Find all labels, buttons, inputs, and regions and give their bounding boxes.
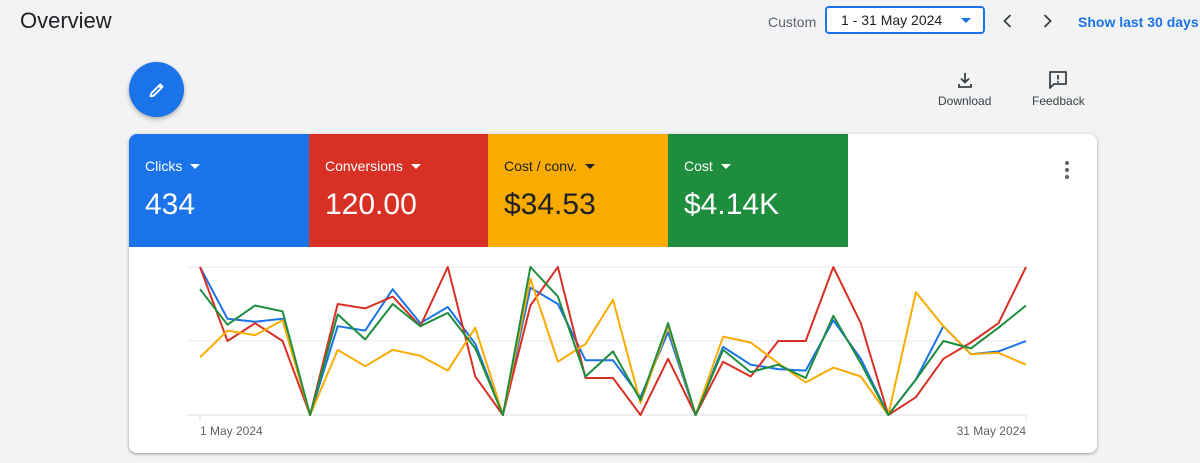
caret-down-icon — [584, 163, 595, 169]
metric-value: $34.53 — [504, 188, 596, 221]
feedback-icon — [1049, 71, 1068, 89]
series-line-cost-conv — [199, 277, 1027, 416]
show-last-30-days-link[interactable]: Show last 30 days — [1078, 14, 1199, 30]
chevron-right-icon — [1043, 14, 1052, 28]
next-period-button[interactable] — [1035, 8, 1059, 34]
caret-down-icon — [190, 163, 201, 169]
previous-period-button[interactable] — [996, 8, 1020, 34]
download-label: Download — [938, 94, 992, 108]
metric-conversions[interactable]: Conversions 120.00 — [309, 134, 489, 247]
x-tick-label-start: 1 May 2024 — [200, 424, 263, 438]
metric-cost-per-conversion[interactable]: Cost / conv. $34.53 — [488, 134, 668, 247]
download-icon — [957, 73, 972, 88]
pencil-icon — [149, 82, 164, 97]
page-title: Overview — [20, 8, 112, 33]
performance-line-chart: 1 May 2024 31 May 2024 — [187, 266, 1027, 438]
metric-value: 434 — [145, 188, 196, 221]
series-line-cost — [199, 266, 1027, 416]
range-type-label: Custom — [768, 14, 817, 30]
metric-name: Conversions — [325, 158, 403, 174]
caret-down-icon — [720, 163, 731, 169]
more-vert-icon — [1065, 161, 1069, 165]
metric-value: $4.14K — [684, 188, 780, 221]
x-tick-label-end: 31 May 2024 — [957, 424, 1027, 438]
metric-name: Cost — [684, 158, 713, 174]
caret-down-icon — [961, 17, 971, 23]
download-button[interactable]: Download — [938, 70, 991, 108]
chevron-left-icon — [1003, 14, 1012, 28]
metric-name: Clicks — [145, 158, 183, 174]
metric-cost[interactable]: Cost $4.14K — [668, 134, 848, 247]
feedback-label: Feedback — [1032, 94, 1085, 108]
metric-value: 120.00 — [325, 188, 417, 221]
more-options-button[interactable] — [1057, 158, 1077, 182]
date-range-value: 1 - 31 May 2024 — [841, 12, 943, 28]
performance-card: Clicks 434 Conversions 120.00 Cost / con… — [129, 134, 1097, 453]
edit-button[interactable] — [129, 62, 184, 117]
date-range-select[interactable]: 1 - 31 May 2024 — [825, 6, 985, 34]
metric-clicks[interactable]: Clicks 434 — [129, 134, 309, 247]
feedback-button[interactable]: Feedback — [1032, 70, 1085, 108]
metric-name: Cost / conv. — [504, 158, 577, 174]
caret-down-icon — [410, 163, 421, 169]
